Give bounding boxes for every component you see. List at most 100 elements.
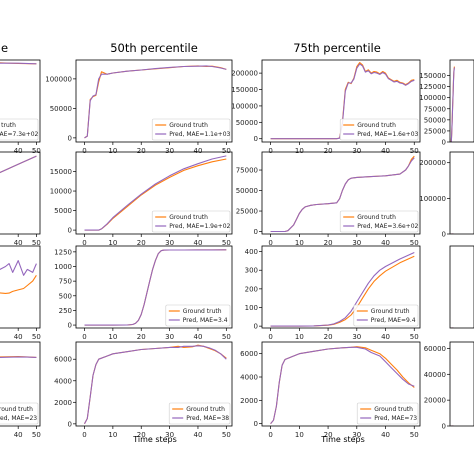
legend-box [168,402,231,425]
legend-label-pred: Pred, MAE=9.4 [371,317,416,324]
x-tick-label: 20 [324,431,333,439]
y-tick-label: 50000 [236,187,258,195]
x-tick-label: 40 [381,147,390,155]
x-tick-label: 10 [295,431,304,439]
x-tick-label: 20 [137,431,146,439]
legend-label-truth: Ground truth [357,122,396,129]
y-tick-label: 4000 [54,377,72,385]
subplot-r1c0: 40 50 [0,151,41,247]
axes-frame [449,59,474,143]
axes-frame [261,245,421,329]
legend-box [0,402,39,425]
y-tick-label: 75000 [424,105,446,113]
legend-label-pred: Pred, MAE=73 [374,415,417,422]
x-tick-label: 10 [295,239,304,247]
prediction-line-r3c2 [270,346,415,425]
y-tick-label: 10000 [50,188,72,196]
x-tick-label: 30 [165,147,174,155]
axes-frame [75,151,233,235]
x-tick-label: 0 [268,431,272,439]
y-tick-label: 125000 [419,83,446,91]
x-tick-label: 10 [108,431,117,439]
x-tick-label: 0 [268,239,272,247]
legend-r2c2: Ground truth Pred, MAE=9.4 [353,304,419,327]
prediction-line-r1c2 [270,157,415,233]
legend-label-pred: Pred, MAE=38 [186,415,229,422]
y-tick-label: 1250 [54,248,72,256]
x-tick-label: 40 [381,431,390,439]
x-tick-label: 30 [165,431,174,439]
legend-r0c1: Ground truth Pred, MAE=1.1e+03 [151,118,231,141]
x-tick-label: 10 [108,333,117,341]
x-tick-label: 40 [381,239,390,247]
legend-label-truth: Ground truth [0,122,16,129]
subplot-r3c0: 40 50 Ground truth Pred, MAE=23 [0,341,41,439]
y-tick-label: 100000 [419,94,446,102]
x-tick-label: 10 [295,333,304,341]
x-tick-label: 20 [137,239,146,247]
subplot-r2c3 [449,245,474,329]
y-tick-label: 6000 [54,356,72,364]
axes-frame [75,59,233,143]
col-title-1: 50th percentile [110,41,198,55]
y-tick-label: 50000 [50,105,72,113]
x-tick-label: 50 [32,333,41,341]
y-tick-label: 0 [442,139,446,147]
x-tick-label: 10 [295,147,304,155]
y-tick-label: 250 [59,307,72,315]
legend-label-truth: Ground truth [371,308,410,315]
legend-r0c0: Ground truth Pred, MAE=7.3e+02 [0,118,39,141]
y-tick-label: 25000 [424,127,446,135]
x-tick-label: 20 [137,333,146,341]
axes-frame [75,245,233,329]
x-tick-label: 50 [410,147,419,155]
legend-label-truth: Ground truth [169,214,208,221]
y-tick-label: 0 [68,420,72,428]
axes-frame [0,151,41,235]
axes-frame [261,151,421,235]
y-tick-label: 5000 [54,207,72,215]
y-tick-label: 20000 [424,397,446,405]
y-tick-label: 0 [68,134,72,142]
legend-label-pred: Pred, MAE=1.6e+03 [357,131,418,138]
subplot-r1c1: 0 10 20 30 40 50 0 5000 10000 15000 Ground truth Pr… [50,151,233,247]
x-tick-label: 50 [222,147,231,155]
legend-box [0,118,39,141]
prediction-line-r2c1 [84,249,227,326]
x-tick-label: 40 [194,147,203,155]
legend-label-truth: Ground truth [374,406,413,413]
x-tick-label: 0 [82,333,86,341]
x-tick-label: 50 [222,239,231,247]
subplot-r0c3: 0 25000 50000 75000 100000 125000 150000 [419,59,474,147]
prediction-line-r3c1 [84,345,227,425]
legend-box [356,402,419,425]
x-tick-label: 10 [108,147,117,155]
xlabel-col2: Time steps [320,435,365,444]
axes-frame [0,59,41,143]
ground-truth-line-r1c0 [0,155,37,174]
legend-label-truth: Ground truth [0,406,33,413]
axes-frame [261,341,421,427]
legend-box [339,118,419,141]
legend-box [151,118,231,141]
y-tick-label: 200000 [231,70,258,78]
x-tick-label: 0 [268,333,272,341]
y-tick-label: 50000 [424,116,446,124]
legend-label-truth: Ground truth [183,308,222,315]
legend-r3c2: Ground truth Pred, MAE=73 [356,402,419,425]
col-title-2: 75th percentile [293,41,381,55]
prediction-line-r0c3 [450,67,455,142]
legend-r1c1: Ground truth Pred, MAE=1.9e+02 [151,210,231,233]
x-tick-label: 50 [32,239,41,247]
legend-label-pred: Pred, MAE=3.6e+02 [357,223,418,230]
y-tick-label: 0 [442,423,446,431]
y-tick-label: 400 [245,248,258,256]
y-tick-label: 0 [68,322,72,330]
y-tick-label: 15000 [50,168,72,176]
y-tick-label: 2000 [240,397,258,405]
x-tick-label: 20 [324,239,333,247]
legend-label-pred: Pred, MAE=23 [0,415,37,422]
x-tick-label: 30 [352,239,361,247]
x-tick-label: 10 [108,239,117,247]
